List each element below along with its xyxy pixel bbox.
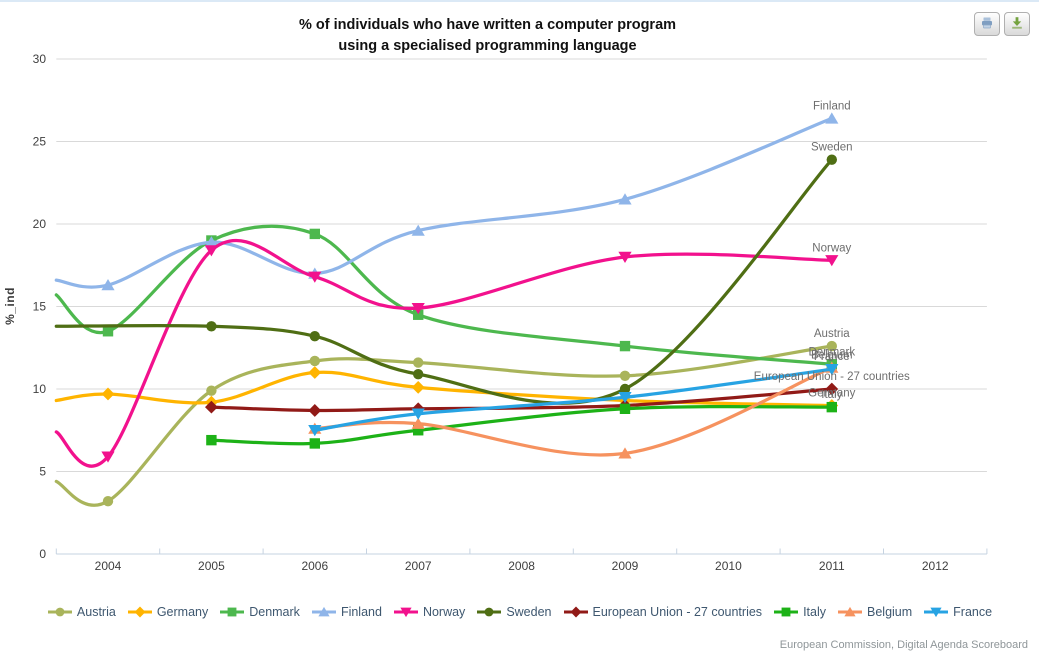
x-axis-ticks xyxy=(55,548,988,554)
svg-text:European Union - 27 countries: European Union - 27 countries xyxy=(754,371,910,383)
chart-legend: Austria Germany Denmark Finland Norway Sweden… xyxy=(0,605,1039,619)
legend-item-sweden[interactable]: Sweden xyxy=(476,605,552,619)
legend-label: Italy xyxy=(803,605,826,619)
svg-text:2006: 2006 xyxy=(301,559,328,573)
legend-label: European Union - 27 countries xyxy=(592,605,763,619)
series-end-labels: Austria Germany Denmark Finland Norway Sweden… xyxy=(754,100,910,401)
svg-text:Austria: Austria xyxy=(814,328,850,340)
square-legend-marker-icon xyxy=(774,607,799,617)
svg-text:2005: 2005 xyxy=(198,559,225,573)
series-sweden xyxy=(54,154,837,405)
svg-text:0: 0 xyxy=(39,547,46,561)
svg-text:Norway: Norway xyxy=(812,242,851,254)
legend-label: Belgium xyxy=(867,605,913,619)
svg-text:Italy: Italy xyxy=(821,389,842,401)
legend-item-european-union-27-countries[interactable]: European Union - 27 countries xyxy=(563,605,763,619)
legend-item-denmark[interactable]: Denmark xyxy=(219,605,300,619)
legend-item-finland[interactable]: Finland xyxy=(311,605,382,619)
x-axis-labels: 2004 2005 2006 2007 2008 2009 2010 2011 2012 xyxy=(95,559,949,573)
svg-text:25: 25 xyxy=(33,135,47,149)
svg-text:30: 30 xyxy=(33,52,47,66)
chart-title-line2: using a specialised programming language xyxy=(338,38,637,55)
legend-label: Sweden xyxy=(506,605,552,619)
triangle-down-legend-marker-icon xyxy=(924,607,949,618)
svg-text:Germany: Germany xyxy=(808,388,856,400)
legend-item-norway[interactable]: Norway xyxy=(393,605,465,619)
svg-text:20: 20 xyxy=(33,217,47,231)
legend-item-france[interactable]: France xyxy=(923,605,992,619)
square-legend-marker-icon xyxy=(220,607,245,617)
chart-title: % of individuals who have written a comp… xyxy=(0,15,1039,57)
series-denmark xyxy=(54,224,837,370)
legend-item-italy[interactable]: Italy xyxy=(773,605,826,619)
svg-text:2008: 2008 xyxy=(508,559,535,573)
series-italy xyxy=(206,401,837,449)
legend-label: Austria xyxy=(76,605,116,619)
svg-text:Belgium: Belgium xyxy=(811,350,853,362)
svg-text:2010: 2010 xyxy=(715,559,742,573)
legend-label: Denmark xyxy=(249,605,300,619)
svg-text:2012: 2012 xyxy=(922,559,949,573)
diamond-legend-marker-icon xyxy=(563,606,588,618)
series-finland xyxy=(54,112,839,291)
svg-text:5: 5 xyxy=(39,465,46,479)
plot-area: 0 5 10 15 20 25 30 2004 2005 2006 2007 2008 2009 2010… xyxy=(33,52,988,573)
print-chart-button[interactable] xyxy=(974,12,1000,36)
svg-text:2007: 2007 xyxy=(405,559,432,573)
svg-text:Sweden: Sweden xyxy=(811,142,853,154)
svg-text:15: 15 xyxy=(33,300,47,314)
series-france xyxy=(308,364,839,437)
svg-text:2011: 2011 xyxy=(819,559,845,573)
y-axis-labels: 0 5 10 15 20 25 30 xyxy=(33,52,47,561)
chart-title-line1: % of individuals who have written a comp… xyxy=(298,17,677,33)
svg-text:10: 10 xyxy=(33,382,47,396)
legend-item-germany[interactable]: Germany xyxy=(127,605,208,619)
svg-text:2009: 2009 xyxy=(612,559,639,573)
chart-credit[interactable]: European Commission, Digital Agenda Scor… xyxy=(779,639,1028,651)
triangle-down-legend-marker-icon xyxy=(393,607,418,618)
svg-text:France: France xyxy=(814,351,850,363)
svg-text:2004: 2004 xyxy=(95,559,122,573)
triangle-up-legend-marker-icon xyxy=(311,606,336,617)
printer-icon xyxy=(980,16,994,33)
circle-legend-marker-icon xyxy=(47,607,72,617)
svg-text:Finland: Finland xyxy=(813,100,851,112)
download-icon xyxy=(1010,16,1024,33)
legend-label: France xyxy=(953,605,993,619)
triangle-up-legend-marker-icon xyxy=(838,606,862,617)
legend-label: Norway xyxy=(422,605,466,619)
svg-text:Denmark: Denmark xyxy=(808,346,855,358)
download-chart-button[interactable] xyxy=(1004,12,1030,36)
gridlines xyxy=(56,58,987,555)
legend-item-belgium[interactable]: Belgium xyxy=(837,605,912,619)
series-norway xyxy=(54,238,839,468)
export-toolbar xyxy=(974,12,1030,36)
legend-label: Germany xyxy=(156,605,209,619)
legend-item-austria[interactable]: Austria xyxy=(47,605,116,619)
diamond-legend-marker-icon xyxy=(127,606,152,618)
legend-label: Finland xyxy=(340,605,382,619)
circle-legend-marker-icon xyxy=(477,607,502,617)
